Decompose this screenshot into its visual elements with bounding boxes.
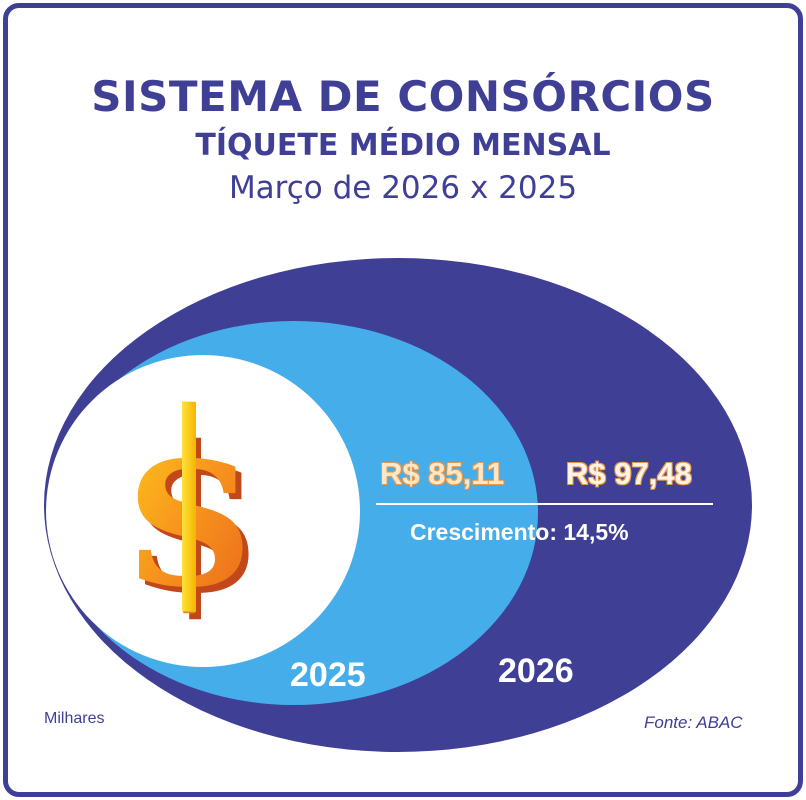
source-note: Fonte: ABAC — [644, 713, 743, 732]
chart-period: Março de 2026 x 2025 — [228, 170, 578, 206]
divider-line — [376, 503, 713, 505]
year-label-2026: 2026 — [498, 652, 574, 690]
value-2025: R$ 85,11 — [380, 456, 505, 491]
growth-label: Crescimento: 14,5% — [410, 519, 629, 545]
value-2026: R$ 97,48 — [566, 456, 692, 491]
chart-subtitle: TÍQUETE MÉDIO MENSAL — [195, 128, 611, 163]
white-circle — [46, 355, 360, 667]
chart-frame — [3, 3, 803, 797]
units-note: Milhares — [44, 710, 105, 727]
year-label-2025: 2025 — [290, 656, 366, 694]
chart-title: SISTEMA DE CONSÓRCIOS — [91, 72, 715, 121]
dollar-sign-icon: $ $ — [120, 397, 265, 638]
